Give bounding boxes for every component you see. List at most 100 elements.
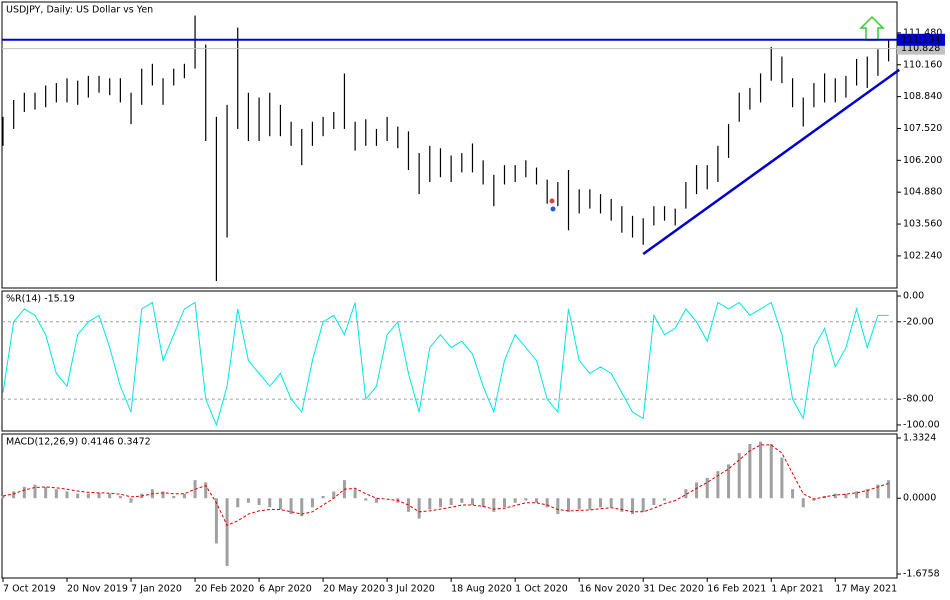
macd-bar	[76, 493, 80, 499]
macd-bar	[172, 495, 176, 499]
y-tick-label: 104.880	[903, 187, 942, 198]
macd-bar	[524, 498, 528, 501]
macd-bar	[12, 491, 16, 499]
macd-bar	[535, 498, 538, 503]
macd-bar	[214, 498, 218, 544]
macd-bar	[876, 484, 880, 499]
y-tick-label: -20.00	[903, 316, 934, 327]
event-marker	[549, 198, 555, 204]
x-tick-label: 3 Jul 2020	[387, 584, 435, 595]
macd-bar	[833, 493, 837, 499]
macd-bar	[887, 480, 891, 499]
x-tick-label: 7 Oct 2019	[3, 584, 56, 595]
macd-bar	[737, 453, 741, 499]
macd-bar	[577, 498, 581, 510]
y-tick-label: 0.00	[903, 291, 924, 302]
y-tick-label: 108.840	[903, 91, 942, 102]
x-tick-label: 20 Nov 2019	[67, 584, 128, 595]
macd-bar	[108, 493, 112, 499]
macd-bar	[609, 498, 613, 508]
macd-bar	[225, 498, 229, 567]
macd-bar	[599, 498, 603, 508]
macd-bar	[310, 498, 314, 508]
y-tick-label: -80.00	[903, 394, 934, 405]
macd-bar	[513, 498, 517, 503]
macd-bar	[556, 498, 560, 515]
macd-bar	[727, 464, 731, 499]
wpr-line	[2, 301, 889, 427]
macd-bar	[97, 492, 101, 499]
macd-bar	[652, 498, 656, 506]
macd-bar	[695, 482, 699, 499]
macd-bar	[769, 443, 773, 499]
macd-bar	[321, 495, 325, 499]
macd-bar	[332, 491, 336, 499]
panel-title: %R(14) -15.19	[6, 294, 75, 305]
macd-bar	[86, 493, 90, 499]
y-tick-label: 103.560	[903, 219, 942, 230]
macd-bar	[22, 486, 26, 499]
macd-bar	[641, 498, 645, 512]
macd-bar	[289, 498, 293, 515]
x-tick-label: 7 Jan 2020	[131, 584, 182, 595]
macd-bar	[236, 498, 240, 508]
macd-bar	[118, 495, 122, 499]
panel-frame	[1, 433, 898, 579]
macd-bar	[374, 498, 378, 503]
macd-bar	[353, 489, 357, 499]
x-tick-label: 20 May 2020	[323, 584, 385, 595]
macd-bar	[428, 498, 432, 510]
panel-frame	[1, 290, 898, 432]
trend-line	[642, 68, 901, 255]
x-tick-label: 16 Nov 2020	[579, 584, 640, 595]
macd-bar	[161, 491, 165, 499]
macd-bar	[300, 498, 304, 517]
macd-bar	[567, 498, 571, 512]
y-tick-label: 0.0000	[903, 493, 936, 504]
macd-bar	[44, 486, 48, 499]
macd-bar	[268, 498, 272, 508]
macd-bar	[748, 443, 752, 499]
current-price-label: 110.828	[901, 43, 940, 54]
x-tick-label: 1 Oct 2020	[515, 584, 568, 595]
x-tick-label: 18 Aug 2020	[451, 584, 512, 595]
macd-bar	[801, 498, 805, 508]
y-tick-label: 106.200	[903, 155, 942, 166]
panel-title: MACD(12,26,9) 0.4146 0.3472	[6, 437, 151, 448]
macd-bar	[246, 498, 250, 503]
macd-bar	[705, 477, 709, 499]
macd-bar	[631, 498, 635, 515]
macd-bar	[182, 493, 186, 499]
macd-bar	[780, 457, 784, 499]
y-tick-label: 102.240	[903, 250, 942, 261]
macd-bar	[65, 491, 69, 499]
panel-title: USDJPY, Daily: US Dollar vs Yen	[6, 5, 153, 16]
macd-bar	[716, 471, 720, 499]
macd-bar	[364, 498, 368, 501]
x-tick-label: 6 Apr 2020	[259, 584, 312, 595]
x-tick-label: 16 Feb 2021	[707, 584, 766, 595]
x-tick-label: 31 Dec 2020	[643, 584, 704, 595]
x-tick-label: 1 Apr 2021	[771, 584, 824, 595]
macd-bar	[257, 498, 261, 506]
macd-bar	[54, 489, 58, 499]
macd-bar	[684, 489, 688, 499]
macd-bar	[865, 489, 869, 499]
macd-bar	[844, 493, 848, 499]
y-tick-label: -100.00	[903, 419, 940, 430]
y-tick-label: 107.520	[903, 123, 942, 134]
macd-bar	[460, 498, 464, 503]
macd-bar	[1, 495, 5, 499]
macd-bar	[449, 498, 453, 506]
signal-line	[2, 444, 889, 527]
macd-bar	[481, 498, 485, 508]
panel-frame	[1, 1, 898, 289]
x-tick-label: 17 May 2021	[835, 584, 897, 595]
macd-bar	[33, 484, 37, 499]
macd-bar	[278, 498, 282, 510]
macd-bar	[855, 491, 859, 499]
macd-bar	[545, 498, 549, 508]
macd-bar	[470, 498, 474, 506]
